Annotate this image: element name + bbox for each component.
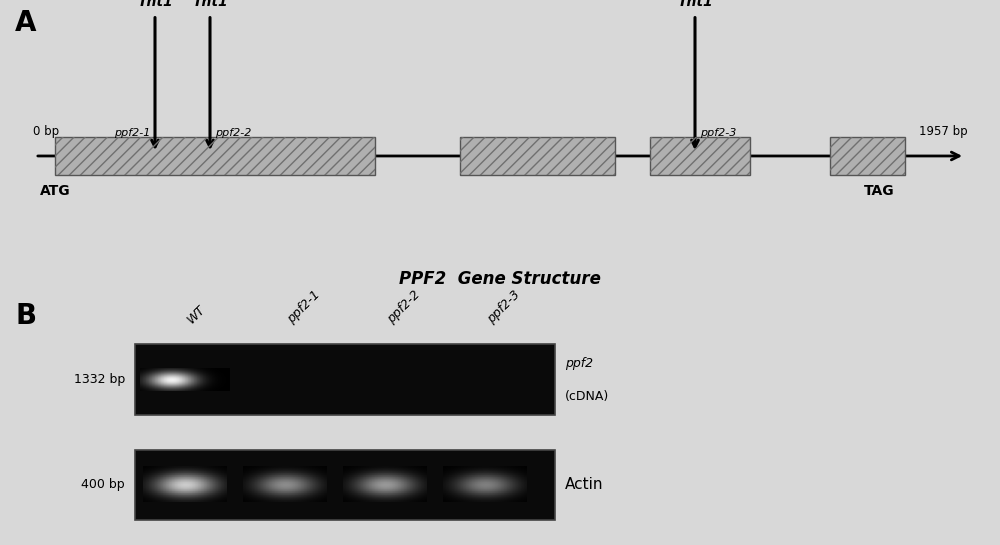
Text: ATG: ATG <box>40 184 71 198</box>
Bar <box>830 137 905 175</box>
Text: ppf2-3: ppf2-3 <box>700 128 736 138</box>
Text: (cDNA): (cDNA) <box>565 390 609 403</box>
Text: Actin: Actin <box>565 477 604 492</box>
Text: TAG: TAG <box>864 184 895 198</box>
Bar <box>650 137 750 175</box>
Text: Tnt1: Tnt1 <box>192 0 228 9</box>
Text: WT: WT <box>185 302 208 325</box>
Text: ppf2-1: ppf2-1 <box>285 288 323 325</box>
Text: A: A <box>15 9 36 37</box>
Bar <box>55 137 375 175</box>
Bar <box>460 137 615 175</box>
Text: 1957 bp: 1957 bp <box>919 125 968 138</box>
Bar <box>135 344 555 415</box>
Text: 1332 bp: 1332 bp <box>74 373 125 386</box>
Text: B: B <box>15 302 36 330</box>
Bar <box>55 137 375 175</box>
Text: ppf2: ppf2 <box>565 356 593 370</box>
Text: Tnt1: Tnt1 <box>677 0 713 9</box>
Text: ppf2-2: ppf2-2 <box>215 128 251 138</box>
Bar <box>460 137 615 175</box>
Bar <box>650 137 750 175</box>
Bar <box>135 450 555 520</box>
Text: ppf2-2: ppf2-2 <box>385 288 423 325</box>
Text: PPF2  Gene Structure: PPF2 Gene Structure <box>399 270 601 288</box>
Text: ppf2-1: ppf2-1 <box>114 128 150 138</box>
Text: ppf2-3: ppf2-3 <box>485 288 523 325</box>
Text: 400 bp: 400 bp <box>81 479 125 492</box>
Text: 0 bp: 0 bp <box>33 125 59 138</box>
Bar <box>830 137 905 175</box>
Text: Tnt1: Tnt1 <box>137 0 173 9</box>
